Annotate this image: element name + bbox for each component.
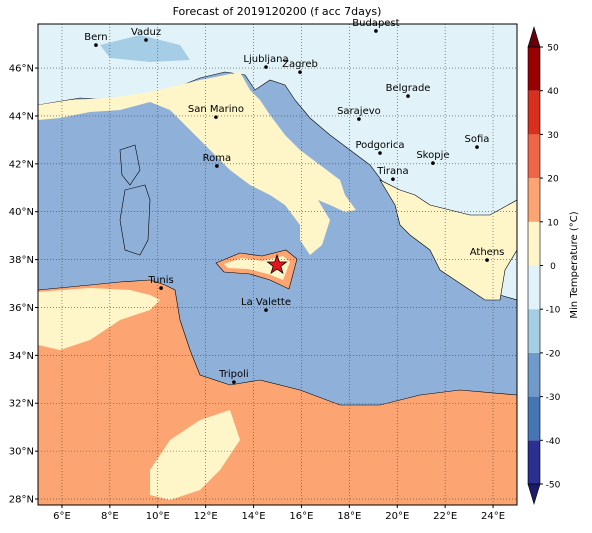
cold-patch [100,35,190,62]
city-label: Podgorica [355,140,404,151]
city-label: Sofia [465,134,490,145]
y-tick-label: 28°N [9,495,34,506]
land-greece [379,179,517,301]
city-dot [406,94,410,98]
colorbar-band [528,221,540,266]
city-label: Tirana [376,166,408,177]
city-label: Tripoli [218,369,249,380]
colorbar-label: Min Temperature (°C) [569,211,580,318]
y-tick-label: 46°N [9,64,34,75]
city-label: Tunis [147,275,173,286]
colorbar-extend-low [527,483,541,506]
colorbar-tick-label: -20 [546,349,561,359]
x-tick-label: 12°E [194,511,218,522]
colorbar-band [528,440,540,484]
colorbar-tick-label: 0 [550,262,556,272]
city-dot [475,145,479,149]
y-tick-label: 38°N [9,255,34,266]
colorbar-band [528,352,540,397]
city-label: Athens [470,247,505,258]
city-label: Roma [203,153,232,164]
colorbar-tick-label: -50 [546,481,561,491]
city-label: Ljubljana [243,54,288,65]
y-tick-label: 42°N [9,159,34,170]
city-label: Belgrade [386,83,431,94]
x-tick-label: 8°E [101,511,119,522]
colorbar-tick-label: 30 [547,131,559,141]
y-tick-label: 44°N [9,111,34,122]
city-dot [374,29,378,33]
city-label: Budapest [352,18,399,29]
city-dot [144,38,148,42]
x-tick-label: 16°E [289,511,313,522]
city-dot [215,164,219,168]
city-dot [431,161,435,165]
colorbar-tick-label: -40 [546,437,561,447]
title: Forecast of 2019120200 (f acc 7days) [173,5,382,18]
city-dot [159,286,163,290]
land-africa-north [38,288,160,350]
city-label: Skopje [416,150,449,161]
y-tick-label: 30°N [9,447,34,458]
colorbar-tick-label: -30 [546,393,561,403]
x-tick-label: 24°E [481,511,505,522]
city-dot [94,43,98,47]
y-tick-label: 32°N [9,399,34,410]
map-frame [37,23,518,506]
x-tick-label: 10°E [146,511,170,522]
city-dot [264,65,268,69]
land-sardinia [119,184,151,256]
location-marker [266,253,288,275]
land-italy [38,72,356,255]
x-tick-label: 6°E [53,511,71,522]
colorbar-tick-label: 20 [547,175,559,185]
city-dot [485,258,489,262]
city-dot [391,177,395,181]
land-corsica [119,144,141,186]
y-tick-label: 40°N [9,207,34,218]
colorbar-band [528,47,540,91]
city-label: San Marino [188,104,244,115]
colorbar-tick-label: 50 [547,44,559,54]
city-label: Vaduz [131,27,161,38]
colorbar-band [528,309,540,353]
city-label: Zagreb [282,59,318,70]
city-dot [357,117,361,121]
y-tick-label: 36°N [9,303,34,314]
colorbar-tick-label: 40 [547,87,559,97]
city-dot [232,380,236,384]
colorbar-extend-high [527,25,541,48]
x-tick-label: 14°E [242,511,266,522]
x-tick-label: 22°E [433,511,457,522]
colorbar-tick-label: -10 [546,306,561,316]
x-tick-label: 18°E [337,511,361,522]
colorbar-tick-label: 10 [547,218,559,228]
colorbar-band [528,178,540,222]
colorbar-band [528,265,540,310]
y-tick-label: 34°N [9,351,34,362]
x-tick-label: 20°E [385,511,409,522]
colorbar-band [528,396,540,441]
colorbar-band [528,134,540,179]
city-label: Bern [84,32,107,43]
city-label: Sarajevo [337,106,381,117]
city-dot [378,151,382,155]
city-dot [264,308,268,312]
land-libya-patch [150,410,240,500]
city-dot [214,115,218,119]
city-label: La Valette [241,297,291,308]
colorbar-band [528,90,540,135]
city-dot [298,70,302,74]
